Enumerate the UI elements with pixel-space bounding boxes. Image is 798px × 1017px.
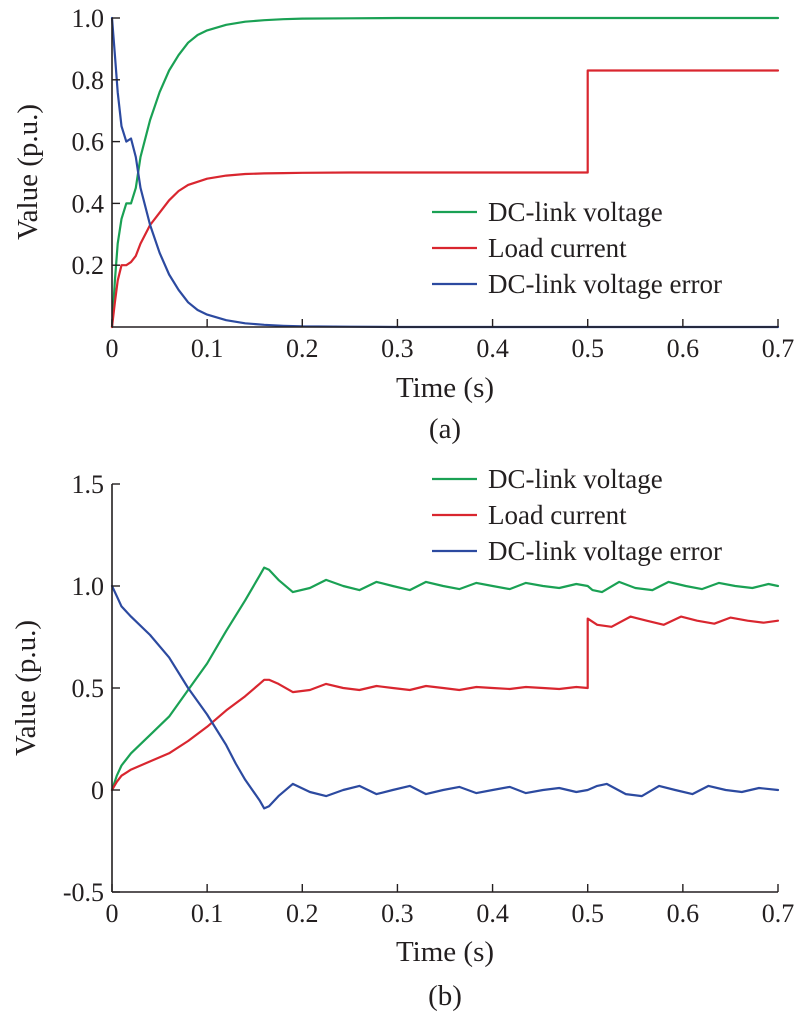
legend-a: DC-link voltage Load current DC-link volta… [432,197,722,299]
x-tick-label-b-3: 0.3 [381,899,414,928]
x-tick-label-a-7: 0.7 [762,334,795,363]
legend-label-b-1: Load current [488,500,627,530]
legend-label-a-2: DC-link voltage error [488,269,722,299]
y-axis-title-a: Value (p.u.) [12,104,44,240]
y-tick-label-b-3: 1.0 [72,572,105,601]
series-line-a-1 [110,69,780,329]
ticks-b: 0 0.1 0.2 0.3 0.4 0.5 0.6 0.7-0.500.51.01.5 [63,470,794,928]
x-tick-label-b-5: 0.5 [571,899,604,928]
series-layer-b [110,566,780,810]
x-tick-label-b-4: 0.4 [476,899,509,928]
panel-caption-a: (a) [429,413,461,445]
ticks-a: 0 0.1 0.2 0.3 0.4 0.5 0.6 0.7 0.2 0.4 0.6 0.8 1.0 [72,4,795,363]
y-axis-title-b: Value (p.u.) [10,620,42,756]
panel-caption-b: (b) [428,980,462,1012]
y-tick-label-a-0: 0.2 [72,251,105,280]
x-tick-label-a-6: 0.6 [667,334,700,363]
x-tick-label-b-0: 0 [106,899,119,928]
x-tick-label-a-5: 0.5 [571,334,604,363]
series-line-b-2 [110,584,780,810]
y-tick-label-a-3: 0.8 [72,66,105,95]
x-tick-label-a-3: 0.3 [381,334,414,363]
x-axis-title-a: Time (s) [396,372,494,404]
y-tick-label-b-2: 0.5 [72,674,105,703]
y-tick-label-a-1: 0.4 [72,189,105,218]
x-tick-label-b-6: 0.6 [667,899,700,928]
chart-panel-b: 0 0.1 0.2 0.3 0.4 0.5 0.6 0.7-0.500.51.01.5 Tim… [10,464,794,1012]
x-axis-title-b: Time (s) [396,936,494,968]
x-tick-label-b-7: 0.7 [762,899,795,928]
chart-panel-a: 0 0.1 0.2 0.3 0.4 0.5 0.6 0.7 0.2 0.4 0.6 0.8 1.0 Ti… [12,4,794,445]
x-tick-label-a-0: 0 [106,334,119,363]
y-tick-label-a-2: 0.6 [72,128,105,157]
legend-label-b-0: DC-link voltage [488,464,663,494]
series-line-a-0 [110,16,780,329]
y-tick-label-b-4: 1.5 [72,470,105,499]
series-line-b-1 [110,615,780,792]
y-tick-label-a-4: 1.0 [72,4,105,33]
series-line-b-0 [110,566,780,792]
legend-label-a-1: Load current [488,233,627,263]
x-tick-label-a-4: 0.4 [476,334,509,363]
legend-label-a-0: DC-link voltage [488,197,663,227]
legend-b: DC-link voltage Load current DC-link volta… [432,464,722,566]
x-tick-label-a-1: 0.1 [191,334,224,363]
x-tick-label-b-2: 0.2 [286,899,319,928]
x-tick-label-b-1: 0.1 [191,899,224,928]
y-tick-label-b-1: 0 [91,776,104,805]
x-tick-label-a-2: 0.2 [286,334,319,363]
y-tick-label-b-0: -0.5 [63,878,104,907]
legend-label-b-2: DC-link voltage error [488,536,722,566]
